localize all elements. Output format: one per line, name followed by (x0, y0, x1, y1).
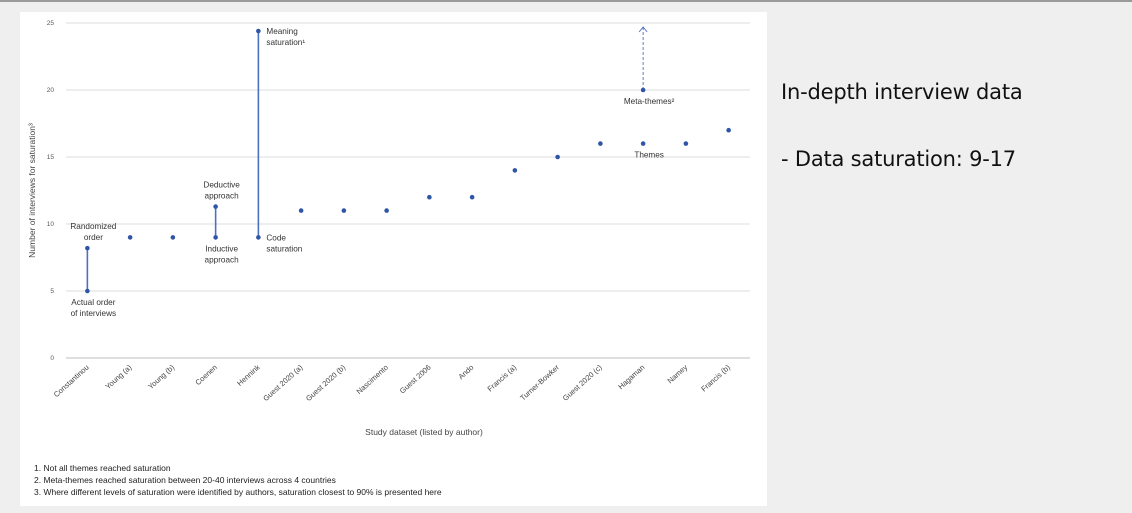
saturation-range-text: - Data saturation: 9-17 (781, 147, 1016, 171)
side-title: In-depth interview data (781, 80, 1023, 104)
x-tick-label: Constantinou (52, 363, 91, 399)
data-point (341, 208, 347, 213)
data-point (640, 141, 646, 146)
annotation-label: saturation (266, 244, 302, 253)
x-tick-label: Francis (a) (486, 362, 519, 393)
y-tick-label: 15 (47, 154, 55, 161)
top-divider (0, 0, 1132, 2)
y-tick-label: 10 (47, 221, 55, 228)
data-point (85, 288, 90, 294)
annotation-label: of interviews (71, 309, 117, 318)
data-point (213, 235, 218, 240)
x-tick-label: Nascimento (355, 363, 390, 396)
data-point (555, 154, 560, 160)
saturation-chart: 0 5 10 15 20 25 Constantinou Young (a) Young (b)… (27, 20, 750, 437)
annotation-label: Code (266, 233, 286, 242)
data-point (427, 194, 432, 200)
footnote-1: 1. Not all themes reached saturation (34, 463, 171, 473)
annotation-label: order (84, 233, 103, 242)
annotation-label: Actual order (71, 298, 115, 307)
data-point (598, 141, 603, 146)
annotation-label: Deductive (203, 181, 240, 190)
x-tick-label: Hagaman (616, 363, 646, 391)
x-tick-label: Turner-Bowker (518, 362, 561, 402)
footnote-3: 3. Where different levels of saturation … (34, 487, 442, 497)
x-tick-label: Young (b) (146, 362, 176, 391)
x-axis-title: Study dataset (listed by author) (365, 427, 483, 437)
data-point (256, 28, 261, 34)
annotation-label: approach (205, 192, 240, 201)
annotation-label: Inductive (205, 244, 238, 253)
data-point (170, 235, 176, 240)
y-tick-label: 25 (47, 20, 55, 27)
data-point (384, 208, 389, 213)
annotation-label: Meaning (266, 27, 298, 36)
x-tick-label: Guest 2020 (c) (561, 362, 604, 402)
data-point (512, 168, 518, 173)
annotation-label: Meta-themes² (624, 97, 675, 106)
data-point (256, 235, 261, 240)
annotation-label: Themes (634, 151, 664, 160)
annotation-label: saturation¹ (266, 38, 305, 47)
x-tick-label: Namey (666, 363, 690, 386)
data-point (85, 245, 90, 251)
data-point (640, 87, 646, 93)
x-tick-label: Young (a) (103, 362, 133, 391)
y-tick-label: 5 (50, 288, 54, 295)
y-tick-label: 20 (47, 87, 55, 94)
chart-panel: 0 5 10 15 20 25 Constantinou Young (a) Young (b)… (20, 12, 767, 506)
x-tick-label: Guest 2020 (a) (261, 362, 305, 402)
y-tick-label: 0 (50, 355, 54, 362)
x-tick-label: Guest 2006 (398, 363, 433, 396)
x-tick-label: Francis (b) (699, 362, 732, 393)
annotation-label: Randomized (70, 222, 116, 231)
data-point (298, 208, 304, 213)
arrow-head (638, 26, 648, 33)
x-tick-label: Ando (456, 363, 475, 381)
data-point (213, 204, 218, 209)
data-point (469, 194, 475, 200)
x-tick-label: Coenen (193, 363, 219, 387)
annotation-label: approach (205, 255, 240, 264)
data-point (726, 127, 731, 133)
x-tick-label: Guest 2020 (b) (304, 362, 348, 402)
data-point (683, 141, 689, 146)
footnotes: 1. Not all themes reached saturation 2. … (34, 462, 442, 498)
y-axis-title: Number of interviews for saturation³ (27, 123, 37, 258)
data-point (127, 235, 133, 240)
x-tick-label: Hennink (235, 363, 262, 388)
footnote-2: 2. Meta-themes reached saturation betwee… (34, 475, 336, 485)
